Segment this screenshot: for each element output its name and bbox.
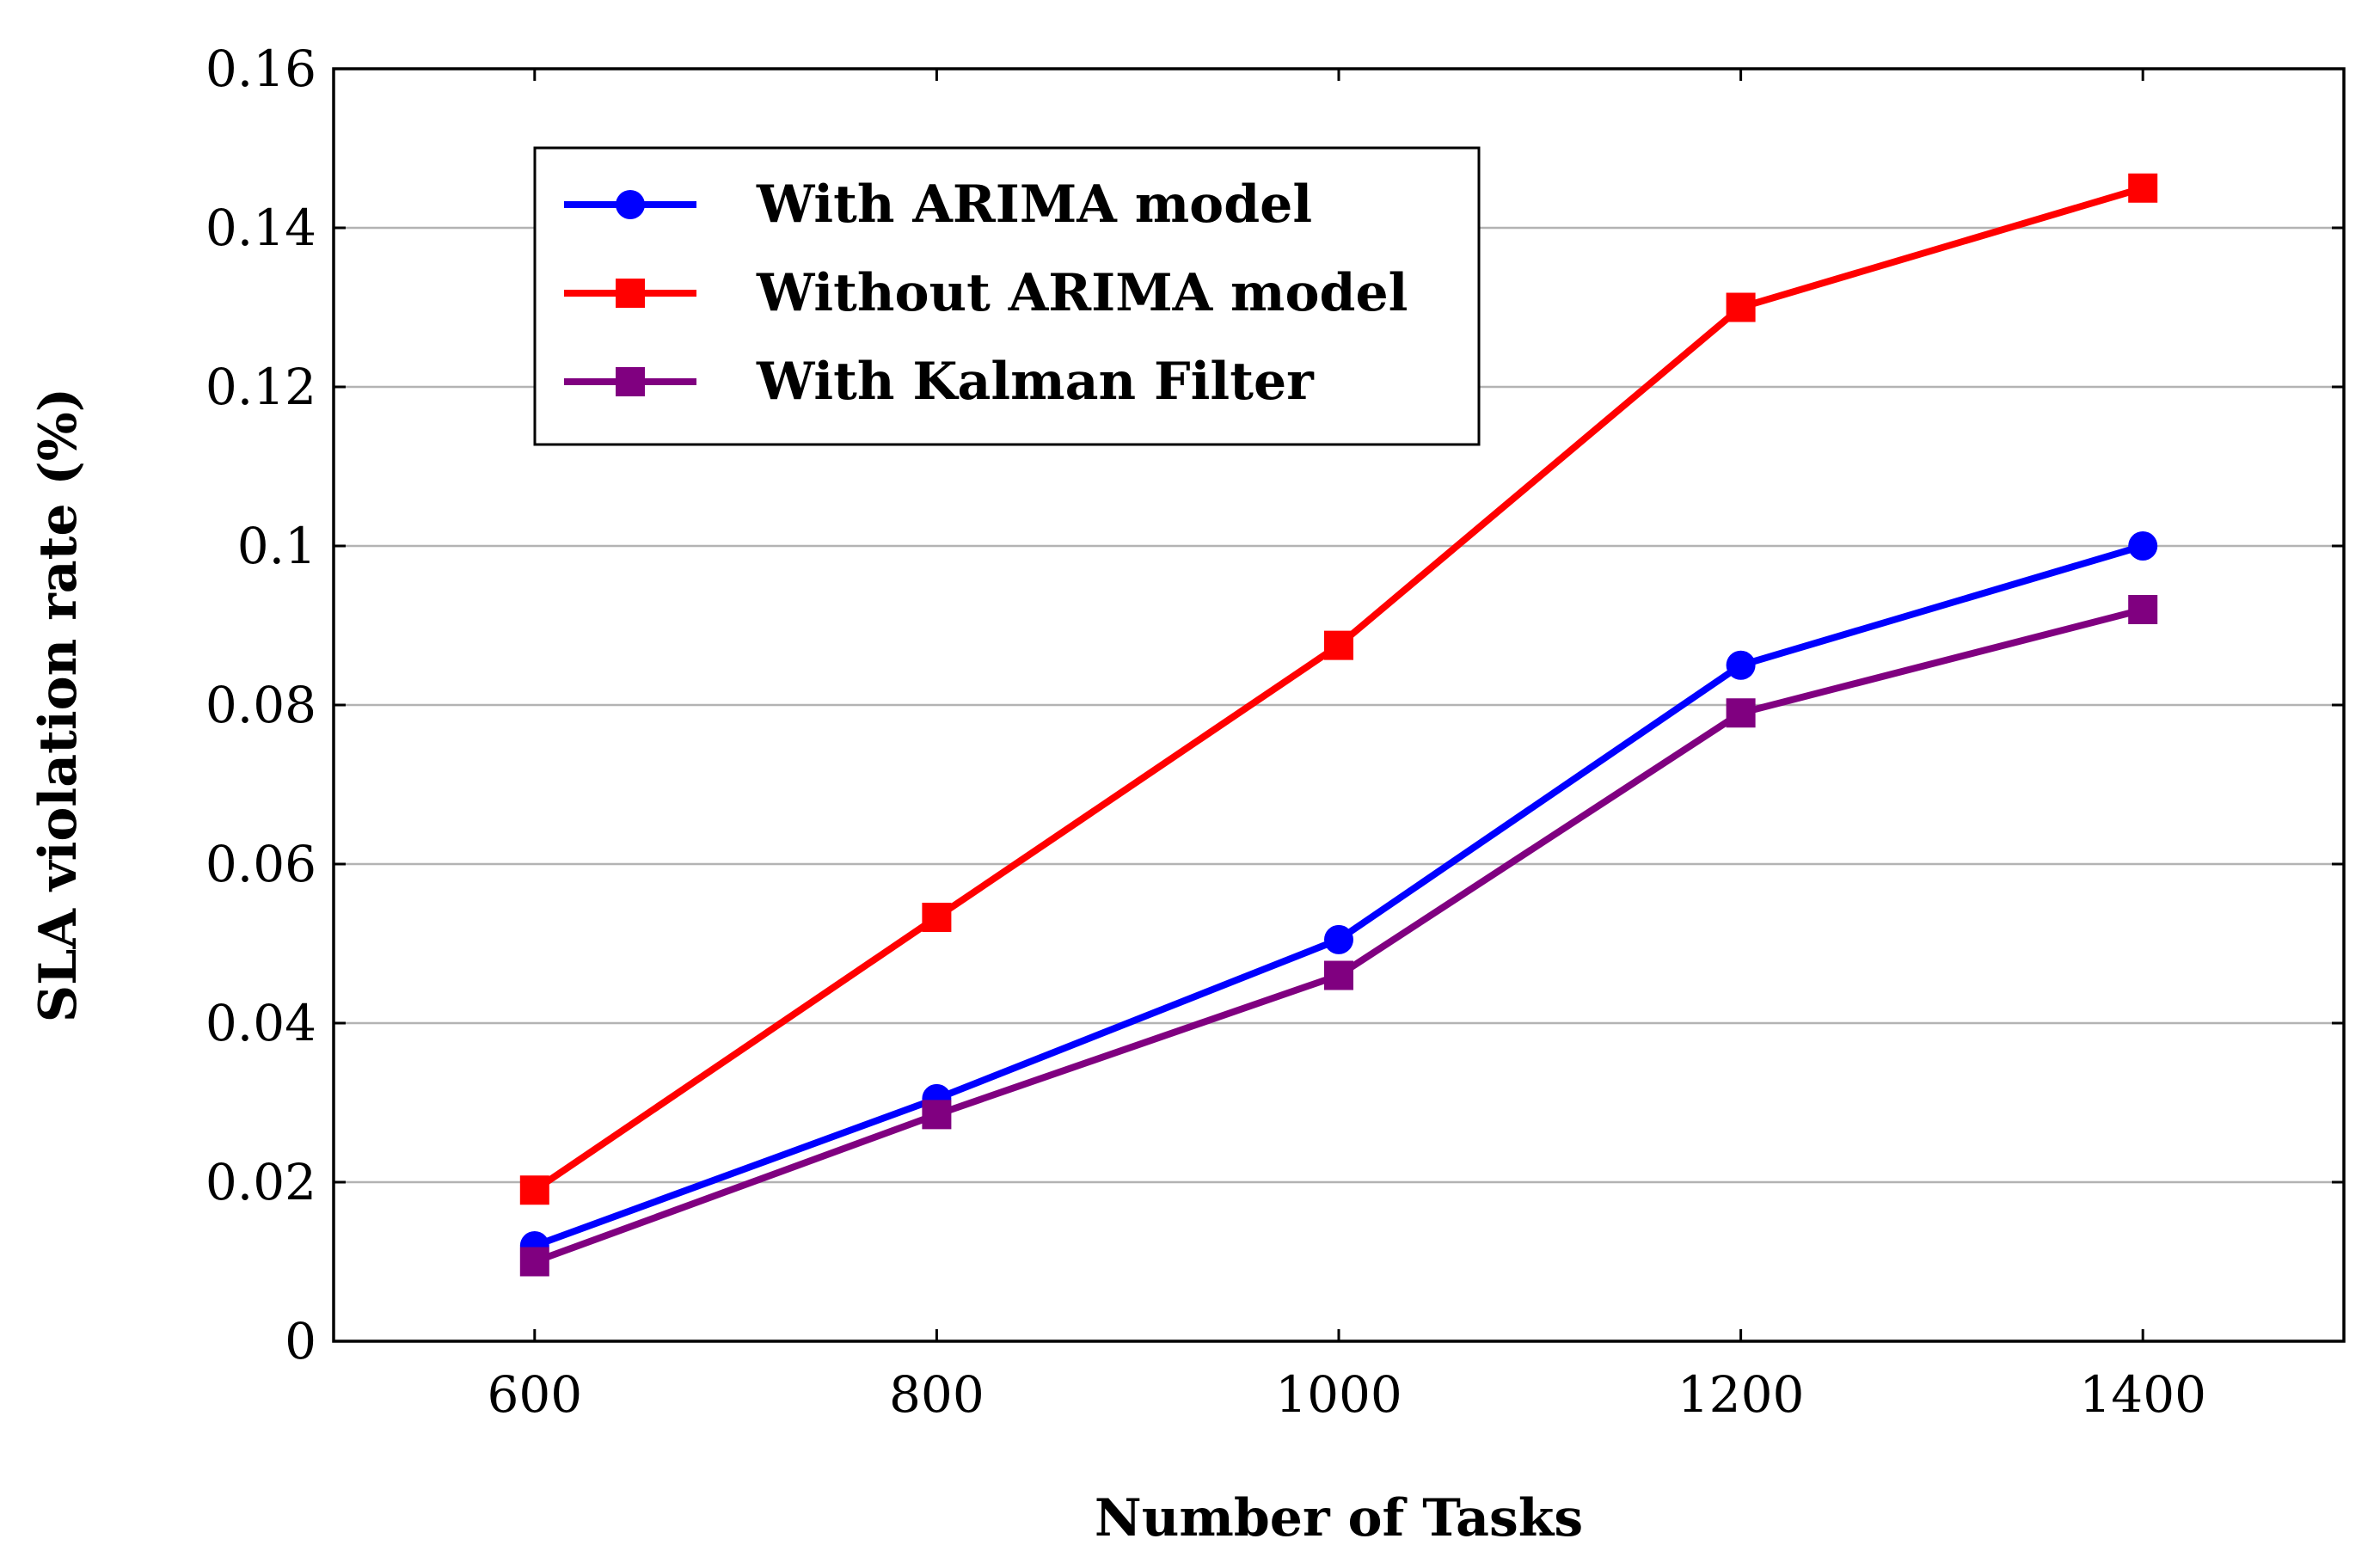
legend: With ARIMA model Without ARIMA model With … (533, 146, 1481, 446)
y-tick-label: 0.04 (205, 994, 316, 1052)
data-point (1324, 630, 1353, 660)
y-tick-label: 0.06 (205, 835, 316, 893)
data-point (922, 1100, 952, 1130)
series-layer (519, 173, 2158, 1277)
legend-marker (616, 190, 645, 219)
x-tick-label: 1000 (1275, 1365, 1402, 1424)
data-point (1726, 650, 1756, 680)
legend-marker (616, 367, 645, 396)
legend-label: Without ARIMA model (756, 263, 1408, 323)
y-tick-label: 0.14 (205, 199, 316, 257)
data-point (2128, 595, 2158, 624)
y-tick-label: 0.12 (205, 358, 316, 416)
y-tick-label: 0 (285, 1312, 316, 1370)
data-point (1726, 292, 1756, 322)
data-point (922, 902, 952, 932)
x-axis-title: Number of Tasks (1095, 1488, 1583, 1548)
data-point (2128, 173, 2158, 203)
legend-label: With Kalman Filter (756, 352, 1315, 412)
y-axis-title: SLA violation rate (%) (28, 388, 89, 1022)
legend-item: With ARIMA model (564, 175, 1312, 235)
y-tick-label: 0.08 (205, 676, 316, 734)
axis-ticks: 0 0.02 0.04 0.06 0.08 0.1 0.12 0.14 0.16 600 800 10… (205, 40, 2344, 1424)
data-point (1324, 924, 1353, 954)
data-point (1726, 698, 1756, 728)
legend-item: Without ARIMA model (564, 263, 1408, 323)
legend-marker (616, 279, 645, 308)
y-tick-label: 0.1 (237, 517, 316, 575)
x-tick-label: 800 (889, 1365, 985, 1424)
y-tick-label: 0.02 (205, 1153, 316, 1211)
data-point (2128, 531, 2158, 561)
data-point (519, 1247, 549, 1277)
legend-label: With ARIMA model (756, 175, 1312, 235)
x-tick-label: 1400 (2079, 1365, 2206, 1424)
y-tick-label: 0.16 (205, 40, 316, 98)
series-2 (519, 595, 2158, 1277)
series-1 (519, 173, 2158, 1205)
data-point (519, 1175, 549, 1205)
data-point (1324, 960, 1353, 990)
legend-item: With Kalman Filter (564, 352, 1315, 412)
x-tick-label: 600 (487, 1365, 582, 1424)
x-tick-label: 1200 (1678, 1365, 1805, 1424)
